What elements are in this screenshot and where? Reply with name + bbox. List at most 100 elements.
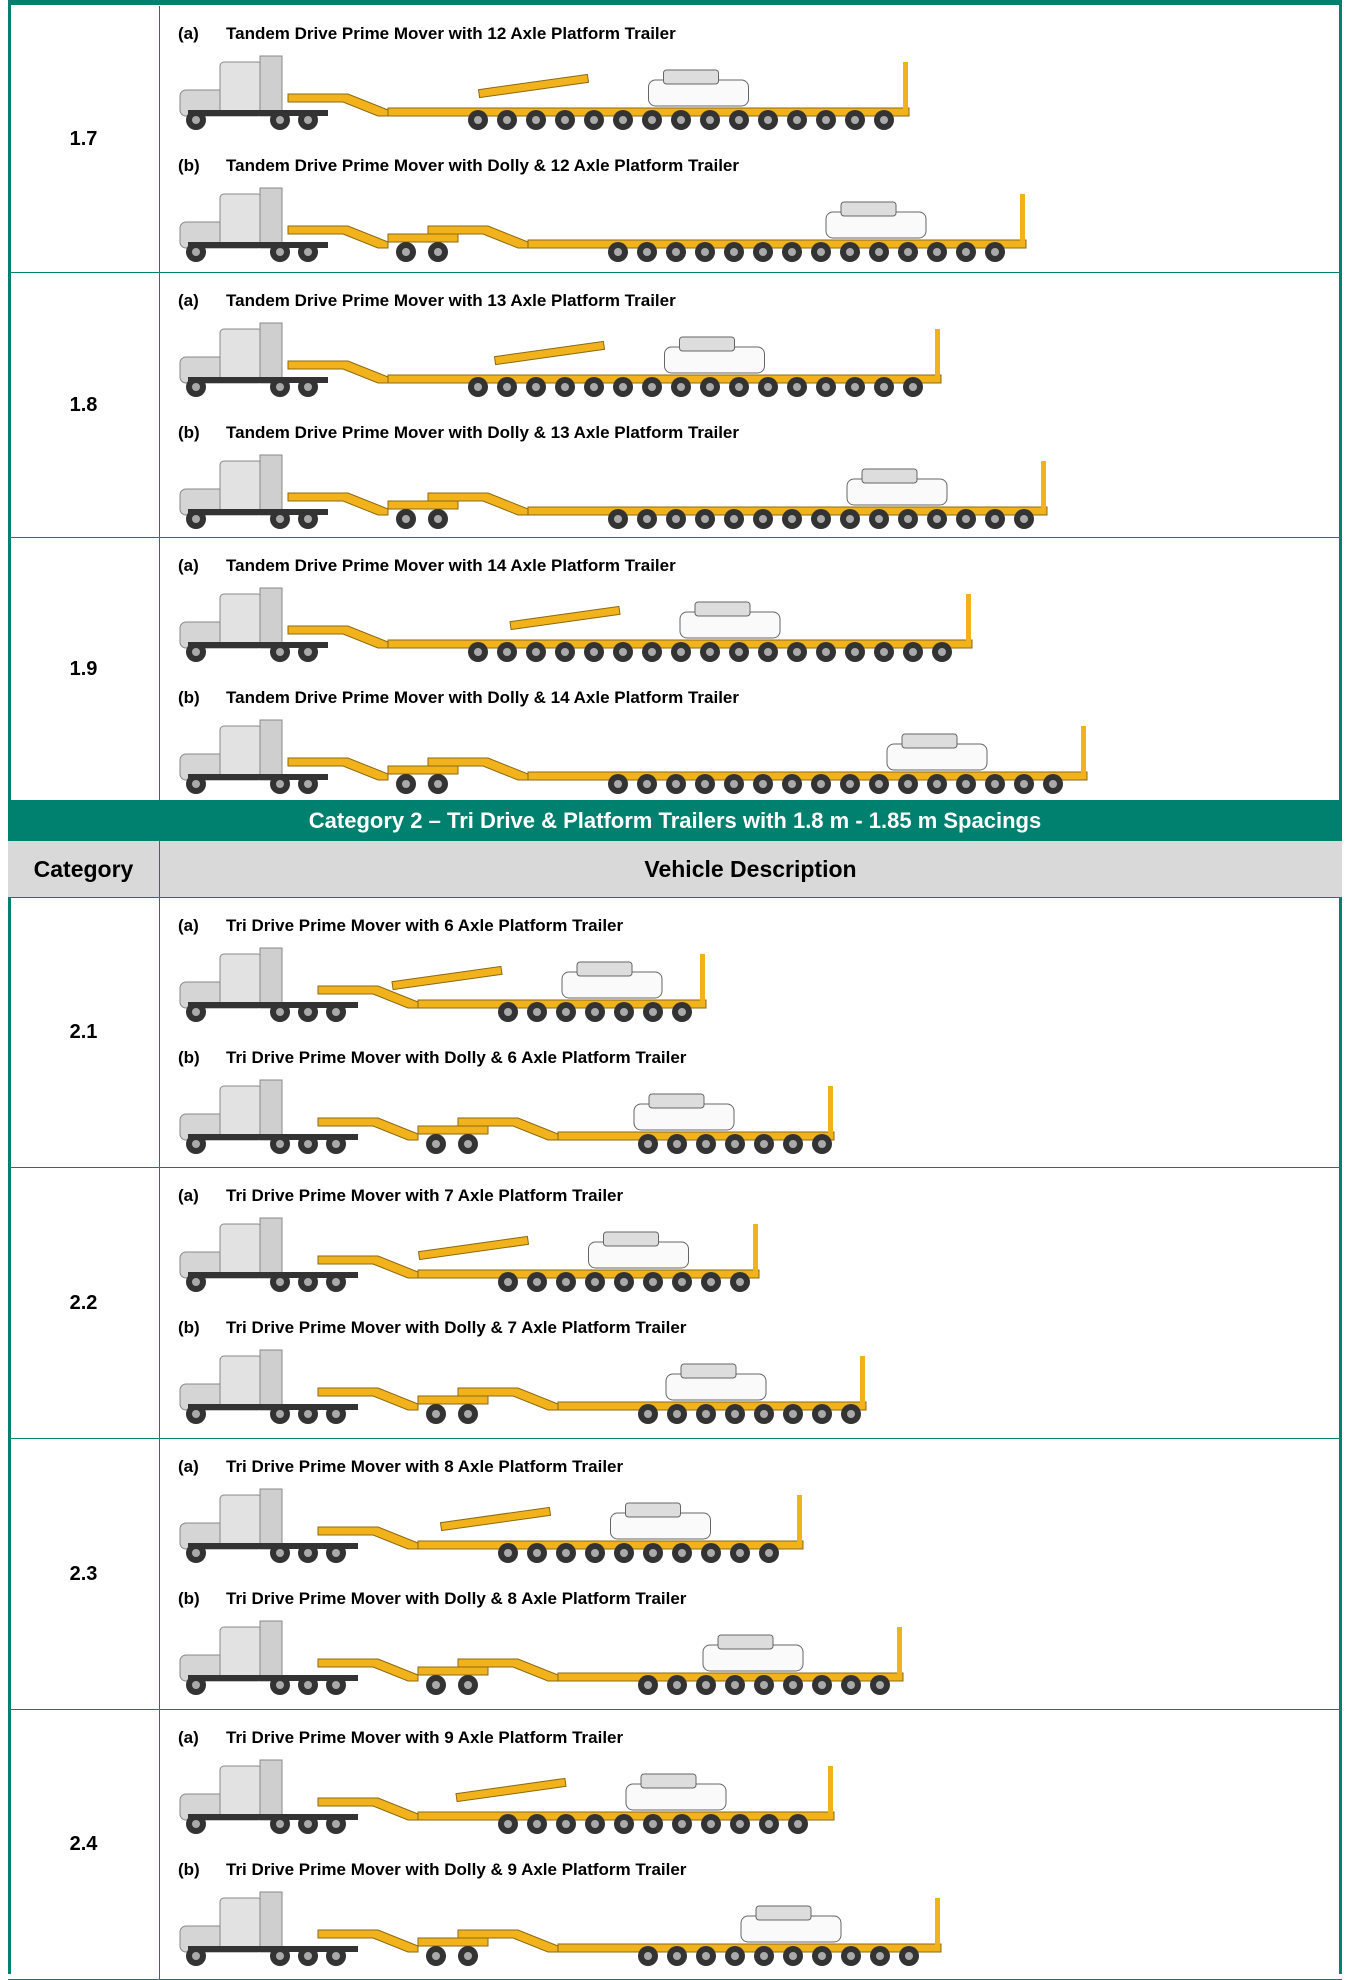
trailer-deck xyxy=(527,771,1088,781)
truck-cab xyxy=(219,460,263,516)
truck-sleeper xyxy=(259,1079,283,1141)
vehicle-illustration xyxy=(179,719,1088,794)
hub xyxy=(817,248,825,256)
hub xyxy=(649,1008,657,1016)
hub xyxy=(474,648,482,656)
hub xyxy=(789,1681,797,1689)
hub xyxy=(764,648,772,656)
hub xyxy=(822,648,830,656)
hub xyxy=(793,383,801,391)
hub xyxy=(332,1549,340,1557)
item-label: (b) Tandem Drive Prime Mover with Dolly &… xyxy=(178,156,739,176)
hub xyxy=(192,1549,200,1557)
car-window xyxy=(861,468,918,484)
item-tag: (a) xyxy=(178,556,199,575)
car-window xyxy=(663,69,719,85)
hub xyxy=(702,1410,710,1418)
gooseneck xyxy=(287,360,389,384)
item-description: Tandem Drive Prime Mover with 13 Axle Pl… xyxy=(226,291,676,310)
truck-cab xyxy=(219,1897,263,1953)
hub xyxy=(533,1278,541,1286)
hub xyxy=(619,648,627,656)
hub xyxy=(818,1681,826,1689)
hub xyxy=(759,248,767,256)
hub xyxy=(504,1549,512,1557)
item-tag: (a) xyxy=(178,1186,199,1205)
hub xyxy=(591,1549,599,1557)
hub xyxy=(764,383,772,391)
hub xyxy=(590,383,598,391)
car-window xyxy=(840,201,897,217)
vehicle-illustration xyxy=(179,947,707,1022)
table-row: 2.2 (a) Tri Drive Prime Mover with 7 Axle … xyxy=(8,1168,1342,1439)
hub xyxy=(735,383,743,391)
gooseneck xyxy=(457,1117,559,1141)
dolly xyxy=(417,1125,489,1135)
hub xyxy=(503,383,511,391)
hub xyxy=(962,780,970,788)
ramp-section xyxy=(391,965,503,991)
table-row: 2.3 (a) Tri Drive Prime Mover with 8 Axle … xyxy=(8,1439,1342,1710)
gooseneck xyxy=(427,757,529,781)
hub xyxy=(731,1410,739,1418)
hub xyxy=(648,116,656,124)
truck-cab xyxy=(219,193,263,249)
truck-sleeper xyxy=(259,454,283,516)
hub xyxy=(880,383,888,391)
hub xyxy=(304,515,312,523)
hub xyxy=(192,248,200,256)
hub xyxy=(504,1278,512,1286)
item-description: Tri Drive Prime Mover with 9 Axle Platfo… xyxy=(226,1728,624,1747)
car-window xyxy=(648,1093,705,1109)
vehicle-illustration xyxy=(179,1759,835,1834)
hub xyxy=(678,1549,686,1557)
hub xyxy=(276,780,284,788)
hub xyxy=(789,1410,797,1418)
car-window xyxy=(717,1634,774,1650)
hub xyxy=(736,1549,744,1557)
item-tag: (b) xyxy=(178,1048,200,1067)
hub xyxy=(562,1278,570,1286)
hub xyxy=(332,1820,340,1828)
ramp-section xyxy=(509,605,621,631)
hub xyxy=(817,780,825,788)
hub xyxy=(702,1952,710,1960)
truck-cab xyxy=(219,328,263,384)
hub xyxy=(880,116,888,124)
trailer-deck xyxy=(387,374,942,384)
hub xyxy=(933,248,941,256)
item-description: Tandem Drive Prime Mover with 14 Axle Pl… xyxy=(226,556,676,575)
gooseneck xyxy=(427,492,529,516)
hub xyxy=(332,1410,340,1418)
hub xyxy=(707,1549,715,1557)
vehicle-illustration xyxy=(179,1891,942,1966)
hub xyxy=(851,116,859,124)
hub xyxy=(789,1952,797,1960)
dolly xyxy=(417,1666,489,1676)
item-description: Tri Drive Prime Mover with 6 Axle Platfo… xyxy=(226,916,624,935)
trailer-deck xyxy=(557,1131,835,1141)
item-description: Tandem Drive Prime Mover with Dolly & 13… xyxy=(226,423,739,442)
hub xyxy=(672,780,680,788)
truck-sleeper xyxy=(259,719,283,781)
hub xyxy=(909,383,917,391)
item-label: (a) Tandem Drive Prime Mover with 13 Axle… xyxy=(178,291,676,311)
vehicle-illustration xyxy=(179,322,942,397)
item-tag: (b) xyxy=(178,688,200,707)
hub xyxy=(276,1140,284,1148)
trailer-post xyxy=(1081,726,1086,774)
item-tag: (b) xyxy=(178,1589,200,1608)
hub xyxy=(933,780,941,788)
item-label: (b) Tandem Drive Prime Mover with Dolly &… xyxy=(178,688,739,708)
hub xyxy=(847,1952,855,1960)
hub xyxy=(614,515,622,523)
gooseneck xyxy=(317,1255,419,1279)
hub xyxy=(991,780,999,788)
category-cell: 2.1 xyxy=(8,898,160,1167)
hub xyxy=(464,1681,472,1689)
hub xyxy=(562,1820,570,1828)
hub xyxy=(760,1410,768,1418)
hub xyxy=(304,116,312,124)
ramp-section xyxy=(455,1777,567,1803)
dolly xyxy=(387,500,459,510)
